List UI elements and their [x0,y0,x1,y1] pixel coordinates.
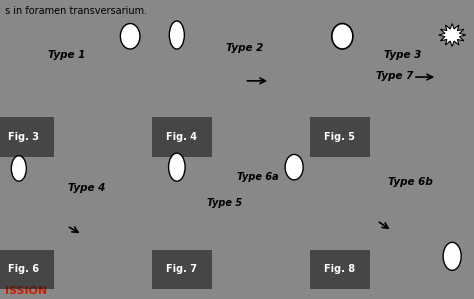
Ellipse shape [169,21,184,49]
Text: Type 6a: Type 6a [237,172,279,182]
Ellipse shape [169,153,185,181]
Text: Type 1: Type 1 [48,51,86,60]
Polygon shape [438,24,465,46]
Text: Fig. 4: Fig. 4 [166,132,197,142]
Text: Fig. 8: Fig. 8 [324,264,356,274]
Text: Fig. 7: Fig. 7 [166,264,197,274]
Text: Type 5: Type 5 [208,198,243,208]
Text: s in foramen transversarium.: s in foramen transversarium. [5,6,147,16]
Ellipse shape [443,242,461,270]
Text: ISSION: ISSION [5,286,47,296]
Text: Type 7: Type 7 [376,71,414,81]
Text: Type 6b: Type 6b [388,178,432,187]
Ellipse shape [11,156,27,181]
Text: Type 4: Type 4 [68,183,105,193]
Text: Fig. 6: Fig. 6 [9,264,39,274]
Ellipse shape [120,24,140,49]
Text: Fig. 5: Fig. 5 [324,132,356,142]
Text: Type 3: Type 3 [384,51,421,60]
Ellipse shape [285,155,303,180]
Ellipse shape [332,24,353,49]
Text: Type 2: Type 2 [226,43,263,53]
Text: Fig. 3: Fig. 3 [9,132,39,142]
